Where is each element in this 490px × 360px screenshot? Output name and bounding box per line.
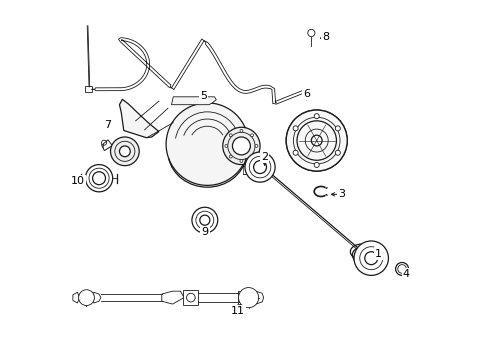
Circle shape (286, 110, 347, 171)
Circle shape (250, 155, 253, 158)
Circle shape (365, 252, 378, 265)
Polygon shape (94, 292, 101, 303)
Circle shape (78, 290, 95, 306)
Circle shape (225, 144, 228, 147)
Circle shape (229, 134, 232, 137)
Text: 9: 9 (201, 228, 208, 237)
Polygon shape (85, 86, 92, 92)
Circle shape (254, 161, 267, 174)
Circle shape (120, 146, 130, 157)
Circle shape (192, 207, 218, 233)
Circle shape (240, 130, 243, 132)
Circle shape (200, 215, 210, 225)
Polygon shape (183, 291, 198, 305)
Circle shape (93, 172, 105, 185)
Circle shape (335, 126, 341, 131)
Polygon shape (101, 140, 112, 150)
Text: 2: 2 (261, 152, 269, 162)
Circle shape (229, 155, 232, 158)
Polygon shape (73, 292, 79, 303)
Text: 4: 4 (403, 269, 410, 279)
Circle shape (85, 165, 113, 192)
Circle shape (255, 144, 258, 147)
Polygon shape (238, 291, 242, 304)
Circle shape (314, 114, 319, 119)
Polygon shape (256, 291, 264, 304)
Circle shape (308, 30, 315, 37)
Polygon shape (120, 99, 159, 138)
Circle shape (354, 241, 389, 275)
Circle shape (314, 162, 319, 167)
Circle shape (223, 127, 260, 165)
Polygon shape (162, 291, 184, 304)
Circle shape (166, 103, 248, 185)
Text: 6: 6 (303, 89, 310, 99)
Circle shape (232, 137, 250, 155)
Circle shape (250, 134, 253, 137)
Text: 11: 11 (231, 306, 245, 316)
Circle shape (239, 288, 259, 308)
Circle shape (187, 293, 195, 302)
Polygon shape (172, 97, 216, 105)
Text: 10: 10 (71, 176, 85, 186)
Circle shape (240, 159, 243, 162)
Circle shape (293, 150, 298, 155)
Text: 1: 1 (375, 248, 382, 258)
Text: 7: 7 (104, 121, 112, 130)
Circle shape (245, 152, 275, 182)
Circle shape (293, 126, 298, 131)
Circle shape (101, 140, 107, 145)
Circle shape (335, 150, 341, 155)
Circle shape (311, 135, 322, 146)
Circle shape (111, 137, 139, 166)
Text: 8: 8 (322, 32, 330, 41)
Text: 5: 5 (200, 91, 207, 101)
Circle shape (395, 262, 409, 275)
Text: 3: 3 (338, 189, 345, 199)
